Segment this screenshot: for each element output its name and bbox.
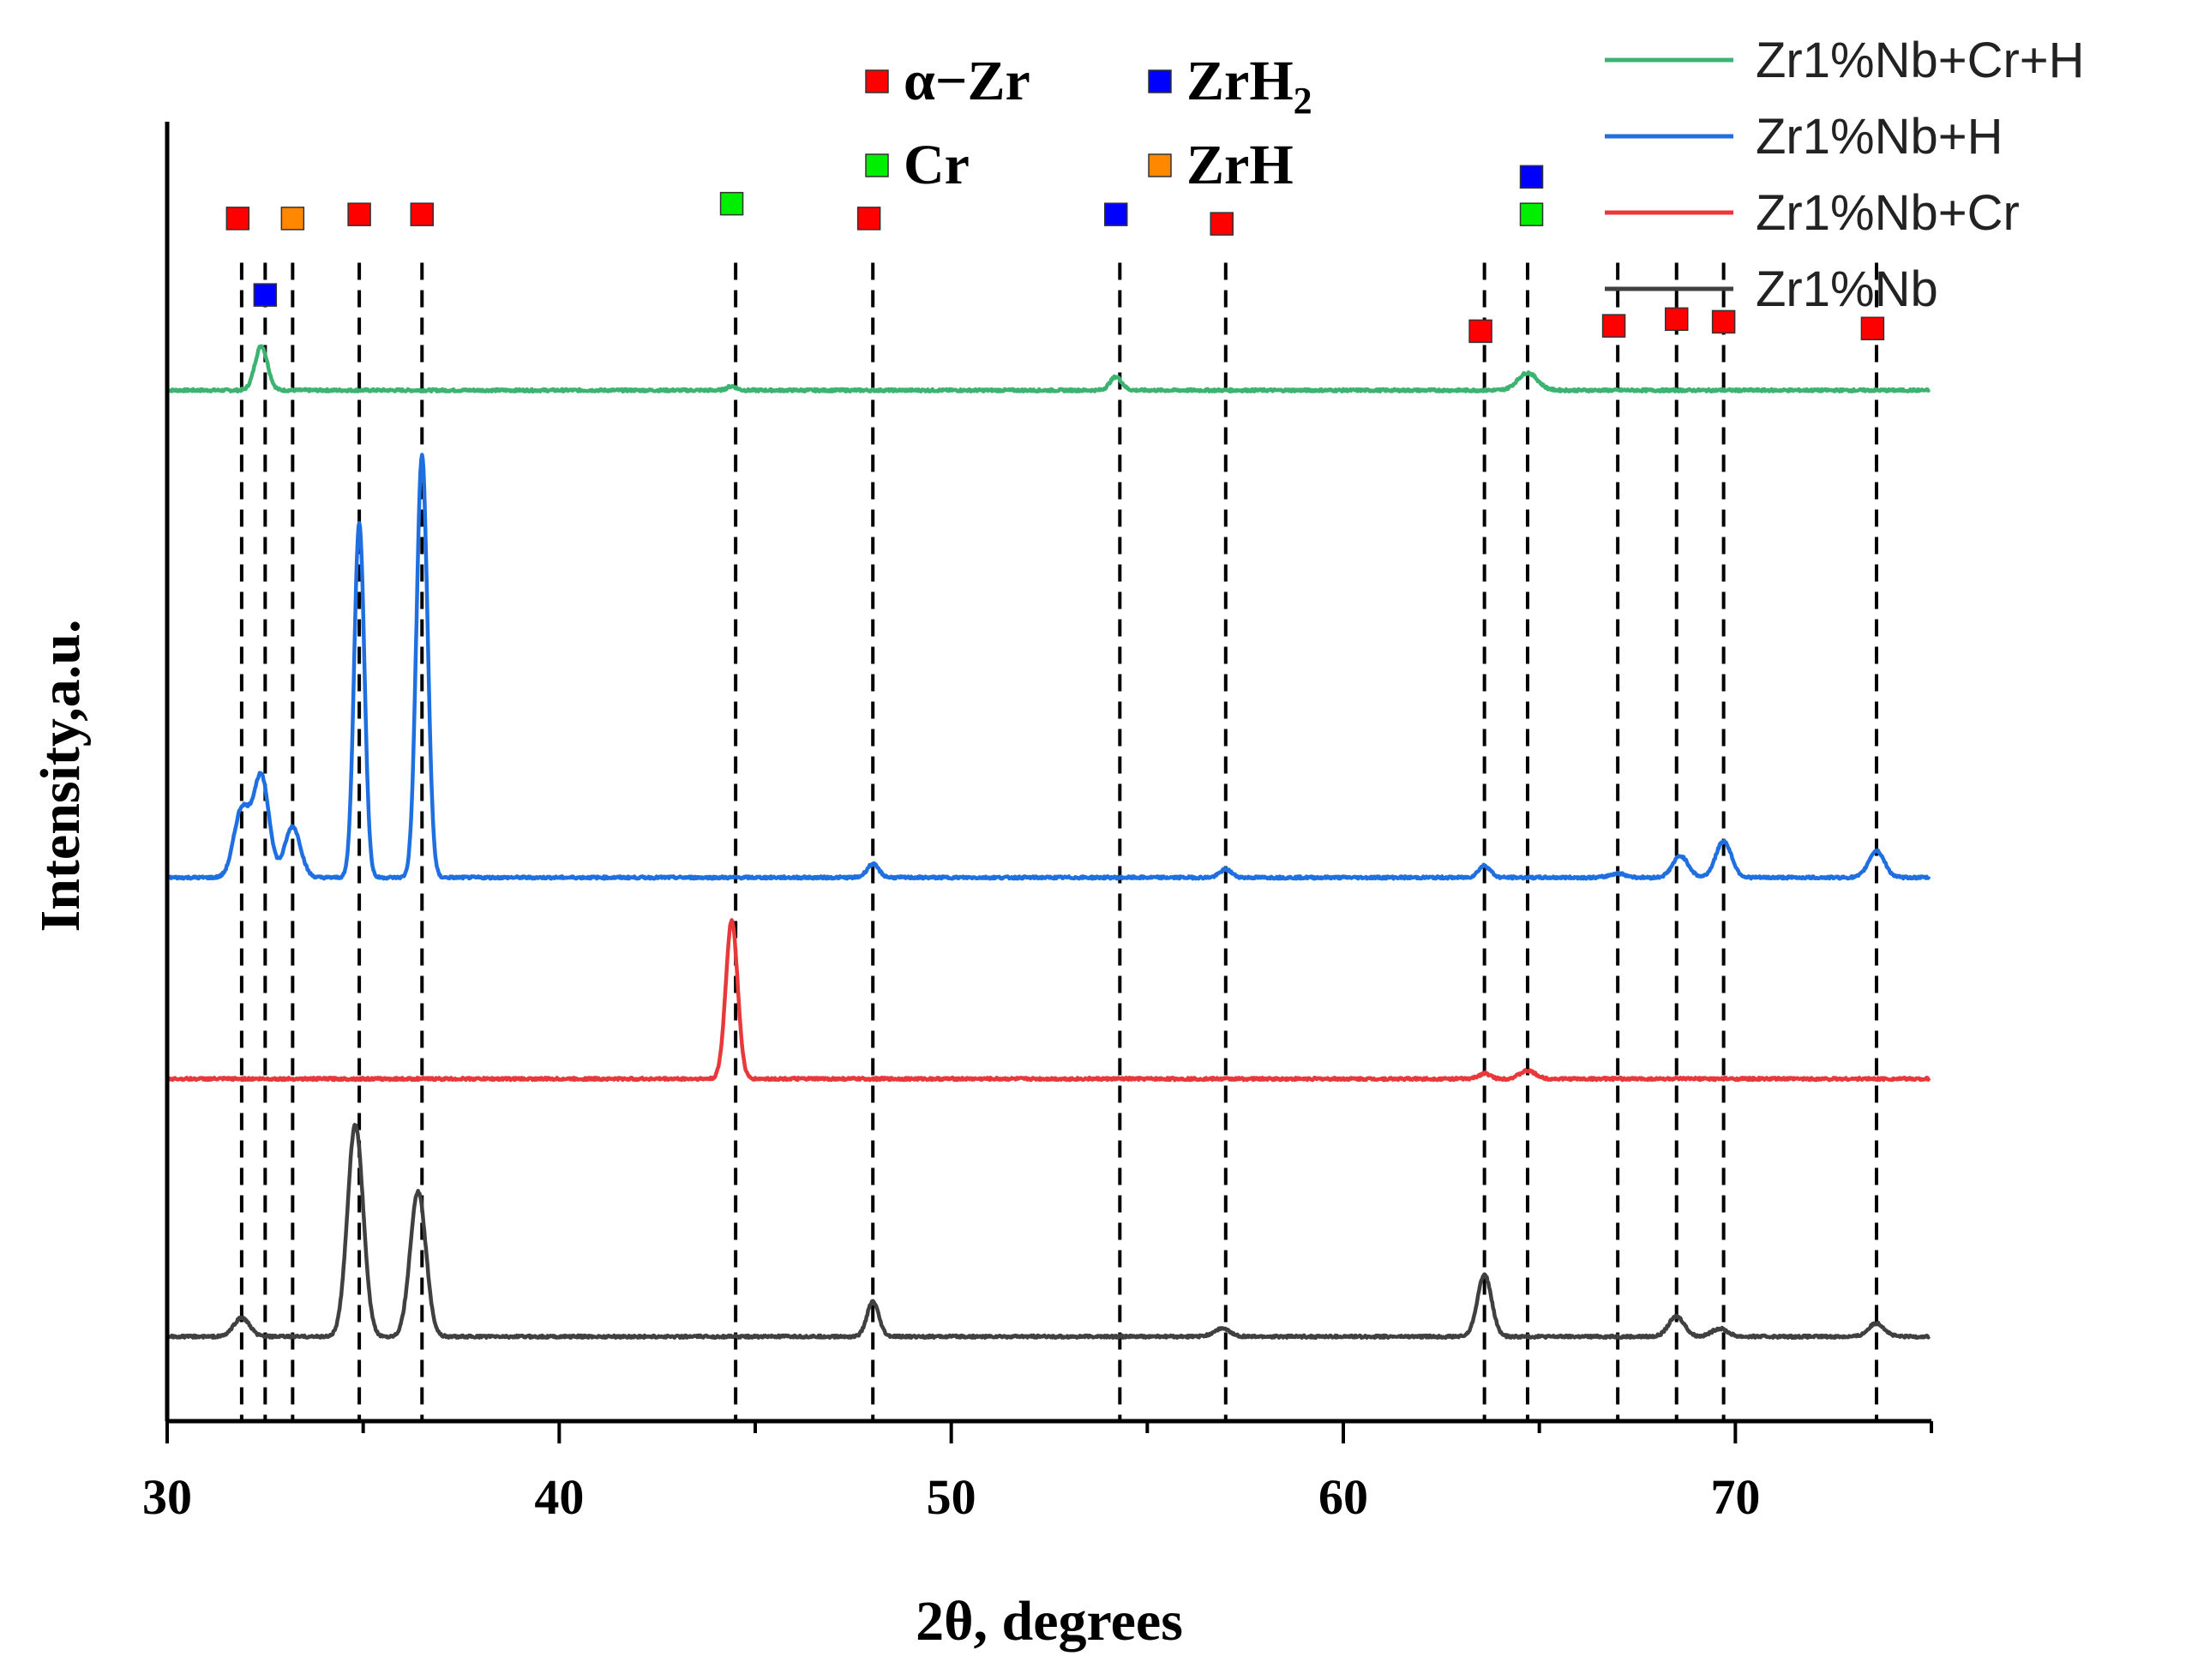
phase-marker xyxy=(856,207,881,231)
x-tick-label: 50 xyxy=(927,1469,976,1525)
phase-marker xyxy=(225,207,250,231)
phase-legend: α−Zr ZrH2 Cr ZrH xyxy=(865,50,1312,196)
legend-label: Zr1%Nb+Cr+H xyxy=(1756,33,2085,88)
phase-marker xyxy=(1711,309,1736,334)
x-tick-label: 70 xyxy=(1710,1469,1760,1525)
phase-legend-label: Cr xyxy=(904,134,970,196)
x-ticks: 30 40 50 60 70 xyxy=(142,1421,1933,1525)
x-axis-title: 2θ, degrees xyxy=(916,1590,1183,1653)
phase-marker xyxy=(1519,165,1544,189)
phase-legend-label: ZrH xyxy=(1186,134,1294,196)
x-tick-label: 40 xyxy=(534,1469,584,1525)
phase-marker xyxy=(1519,202,1544,226)
series-line xyxy=(165,453,1931,881)
series-line xyxy=(165,1123,1931,1341)
legend-label: Zr1%Nb+H xyxy=(1756,109,2003,165)
phase-marker xyxy=(1860,316,1885,341)
phase-legend-label: ZrH2 xyxy=(1186,50,1312,122)
y-axis-title: Intensity,a.u. xyxy=(29,620,92,933)
phase-legend-swatch xyxy=(1148,153,1172,177)
phase-marker xyxy=(1103,202,1128,226)
phase-markers xyxy=(225,165,1885,344)
axes xyxy=(165,122,1931,1424)
phase-marker xyxy=(1664,307,1689,332)
reference-lines xyxy=(239,262,1878,1421)
phase-marker xyxy=(347,202,371,226)
phase-marker xyxy=(1210,212,1234,236)
phase-marker xyxy=(1601,314,1626,338)
phase-marker xyxy=(410,202,435,226)
x-tick-label: 30 xyxy=(142,1469,192,1525)
diffraction-traces xyxy=(165,344,1931,1341)
series-legend: Zr1%Nb+Cr+H Zr1%Nb+H Zr1%Nb+Cr Zr1%Nb xyxy=(1605,33,2085,317)
phase-marker xyxy=(253,283,278,307)
phase-legend-swatch xyxy=(865,69,889,93)
phase-marker xyxy=(280,207,305,231)
series-line xyxy=(165,918,1931,1083)
phase-legend-swatch xyxy=(865,153,889,177)
legend-label: Zr1%Nb+Cr xyxy=(1756,185,2020,241)
phase-marker xyxy=(1468,319,1492,344)
phase-legend-swatch xyxy=(1148,69,1172,93)
phase-marker xyxy=(719,191,744,216)
series-line xyxy=(165,344,1931,393)
phase-legend-label: α−Zr xyxy=(904,50,1030,112)
x-tick-label: 60 xyxy=(1318,1469,1368,1525)
legend-label: Zr1%Nb xyxy=(1756,261,1938,317)
